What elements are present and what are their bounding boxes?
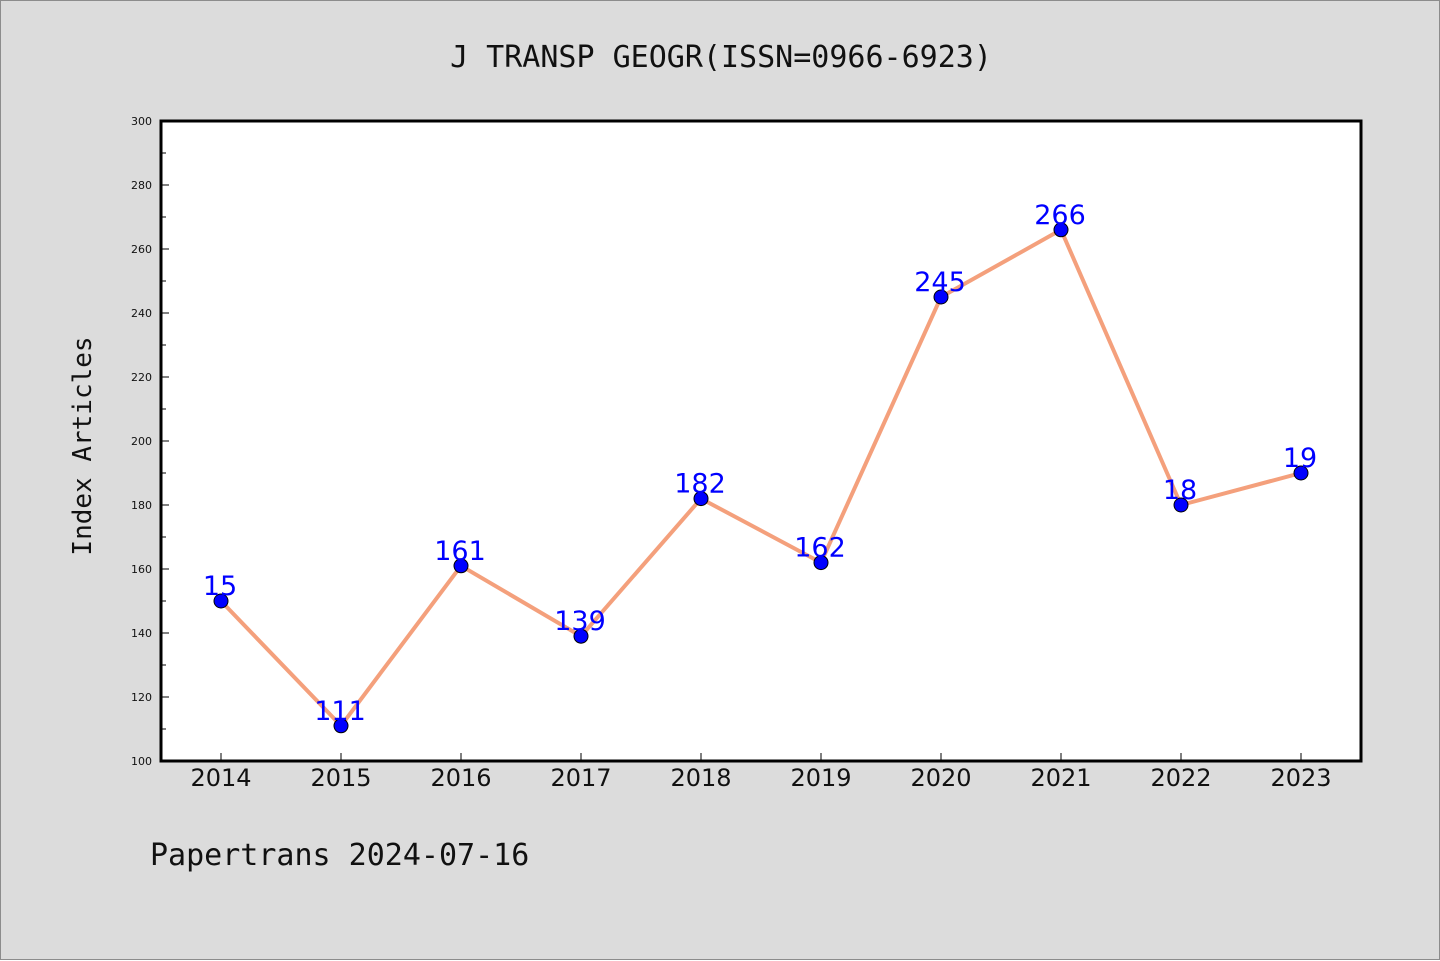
x-tick-label: 2019	[790, 764, 851, 792]
data-point	[813, 555, 829, 571]
y-tick-label: 120	[131, 691, 152, 704]
data-label: 18	[1163, 475, 1197, 506]
y-tick-label: 180	[131, 499, 152, 512]
plot-area	[161, 121, 1361, 761]
x-tick-label: 2022	[1150, 764, 1211, 792]
y-tick-label: 160	[131, 563, 152, 576]
series-line	[219, 227, 1303, 728]
series-layer: 15 111 161 139 182 162 245 266 18 19	[203, 200, 1317, 734]
chart-title: J TRANSP GEOGR(ISSN=0966-6923)	[450, 40, 992, 75]
data-label: 162	[794, 533, 846, 564]
y-tick-label: 300	[131, 115, 152, 128]
x-tick-label: 2016	[430, 764, 491, 792]
data-point	[333, 718, 349, 734]
data-point	[1173, 497, 1189, 513]
data-label: 182	[674, 469, 726, 500]
x-tick-label: 2023	[1270, 764, 1331, 792]
x-tick-label: 2021	[1030, 764, 1091, 792]
y-tick-label: 260	[131, 243, 152, 256]
x-tick-label: 2015	[310, 764, 371, 792]
y-tick-label: 240	[131, 307, 152, 320]
x-tick-label: 2017	[550, 764, 611, 792]
data-label: 19	[1283, 443, 1317, 474]
data-point	[1293, 465, 1309, 481]
y-tick-label: 280	[131, 179, 152, 192]
y-axis-label: Index Articles	[68, 336, 98, 555]
x-tick-label: 2020	[910, 764, 971, 792]
data-point	[693, 491, 709, 507]
data-point	[213, 593, 229, 609]
data-point	[933, 289, 949, 305]
y-tick-label: 100	[131, 755, 152, 768]
data-label: 111	[314, 696, 366, 727]
plot-frame	[159, 119, 1363, 763]
footer-text: Papertrans 2024-07-16	[150, 838, 529, 873]
x-tick-label: 2018	[670, 764, 731, 792]
data-point	[1053, 222, 1069, 238]
data-point	[573, 628, 589, 644]
x-axis: 2014 2015 2016 2017 2018 2019 2020 2021 2022 2023	[190, 753, 1332, 792]
data-point	[453, 558, 469, 574]
data-label: 15	[203, 571, 237, 602]
data-label: 139	[554, 606, 606, 637]
y-axis: 100 120 140 160 180 200 220 240 260 280 300	[131, 115, 169, 768]
data-label: 266	[1034, 200, 1086, 231]
y-tick-label: 220	[131, 371, 152, 384]
data-label: 245	[914, 267, 966, 298]
y-tick-label: 200	[131, 435, 152, 448]
data-label: 161	[434, 536, 486, 567]
x-tick-label: 2014	[190, 764, 251, 792]
y-tick-label: 140	[131, 627, 152, 640]
